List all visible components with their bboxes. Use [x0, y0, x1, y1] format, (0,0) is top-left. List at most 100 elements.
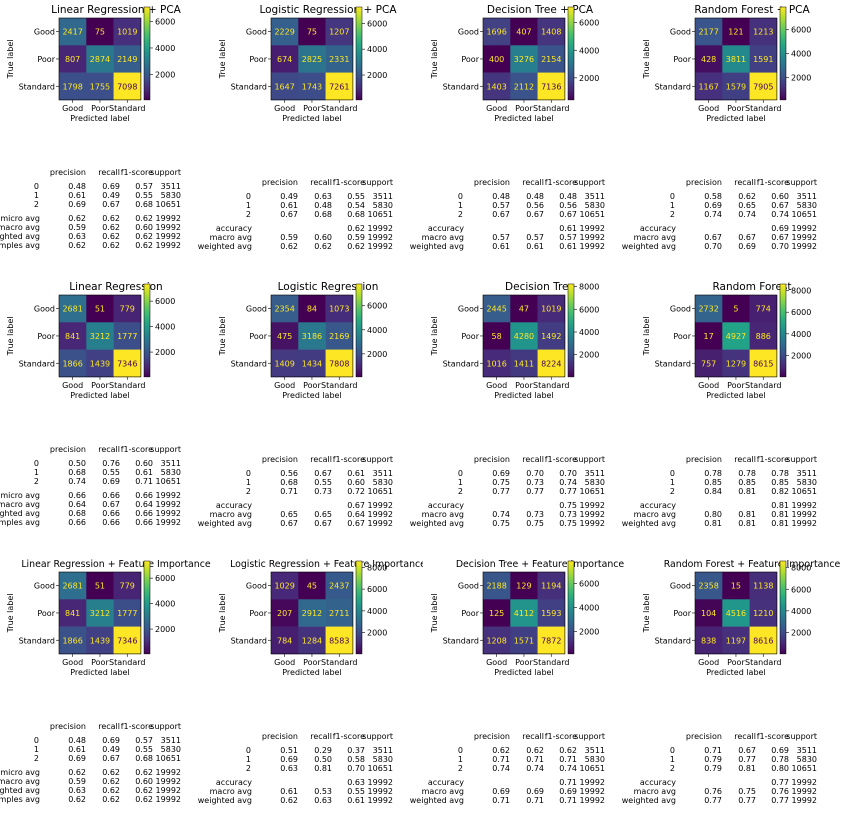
- report-row-label: 1: [33, 191, 39, 200]
- cell-value-label: 841: [65, 332, 80, 341]
- report-class-row: 1 0.75 0.73 0.74 5830: [424, 478, 632, 487]
- colorbar-tick-label: 4000: [367, 326, 387, 335]
- y-tick-label: Standard: [19, 82, 55, 91]
- colorbar-tick-label: 4000: [791, 50, 811, 59]
- report-value: 0.71: [704, 746, 722, 755]
- report-row-label: weighted avg: [0, 786, 40, 795]
- report-row-label: weighted avg: [621, 796, 676, 805]
- report-header-label: recall: [522, 732, 544, 741]
- heatmap-cell: [749, 572, 778, 600]
- heatmap-cell: [749, 45, 778, 73]
- cell-value-label: 1798: [62, 82, 82, 91]
- report-row-label: 2: [245, 210, 251, 219]
- colorbar-tick-label: 6000: [579, 19, 599, 28]
- heatmap-cell: [749, 599, 778, 627]
- report-value: 19992: [791, 778, 817, 787]
- report-row-label: weighted avg: [0, 509, 40, 518]
- report-value: 0.63: [314, 796, 332, 805]
- report-value: 0.62: [102, 214, 120, 223]
- report-value: 0.62: [68, 241, 86, 250]
- report-value: 0.56: [526, 201, 544, 210]
- report-row-label: 0: [669, 192, 675, 201]
- report-value: 0.75: [492, 478, 510, 487]
- heatmap-cell: [483, 72, 511, 101]
- report-value: 0.74: [559, 764, 577, 773]
- report-class-row: 0 0.78 0.78 0.78 3511: [636, 469, 844, 478]
- colorbar-tick-label: 4000: [579, 328, 599, 337]
- report-header-label: recall: [734, 455, 756, 464]
- cell-value-label: 7872: [541, 636, 561, 645]
- report-summary-row: macro avg 0.59 0.62 0.60 19992: [0, 777, 236, 786]
- report-value: 0.57: [135, 736, 153, 745]
- report-value: 0.37: [347, 746, 365, 755]
- report-value: 0.60: [771, 192, 789, 201]
- cell-value-label: 2874: [90, 55, 110, 64]
- report-header: precision recall f1-score support: [636, 178, 844, 187]
- report-header-label: f1-score: [120, 445, 153, 454]
- report-value: 0.67: [102, 500, 120, 509]
- report-value: 0.62: [526, 746, 544, 755]
- report-value: 0.76: [704, 787, 722, 796]
- report-header-label: precision: [261, 732, 298, 741]
- x-tick-label: Good: [486, 381, 507, 390]
- report-class-row: 0 0.62 0.62 0.62 3511: [424, 746, 632, 755]
- report-row-label: weighted avg: [197, 796, 252, 805]
- report-class-row: 0 0.69 0.70 0.70 3511: [424, 469, 632, 478]
- report-row-label: 2: [33, 477, 39, 486]
- report-header-label: f1-score: [756, 455, 789, 464]
- report-row-label: accuracy: [427, 778, 464, 787]
- report-value: 0.67: [526, 210, 544, 219]
- report-row-label: accuracy: [427, 224, 464, 233]
- y-axis-label: True label: [218, 594, 227, 634]
- report-value: 0.74: [492, 764, 510, 773]
- cell-value-label: 7098: [117, 82, 137, 91]
- heatmap-cell: [325, 349, 354, 378]
- report-value: 0.58: [347, 755, 365, 764]
- y-tick-label: Good: [246, 28, 267, 37]
- heatmap-cell: [271, 18, 299, 46]
- report-summary-row: weighted avg 0.67 0.67 0.67 19992: [198, 519, 420, 528]
- classification-report: precision recall f1-score support 0 0.69 0.70 0…: [410, 455, 632, 528]
- report-value: 0.69: [68, 200, 86, 209]
- confusion-matrix-chart: Decision Tree + Feature Importance 2188 12…: [430, 559, 624, 677]
- confusion-matrix-chart: Linear Regression + Feature Importance 26…: [6, 559, 211, 677]
- cell-value-label: 129: [516, 582, 531, 591]
- cell-value-label: 1647: [274, 82, 294, 91]
- report-value: 0.57: [559, 233, 577, 242]
- report-class-row: 1 0.79 0.77 0.78 5830: [636, 755, 844, 764]
- cell-value-label: 2177: [698, 28, 718, 37]
- report-value: 0.60: [135, 223, 153, 232]
- cell-value-label: 1492: [541, 332, 561, 341]
- report-value: 0.56: [280, 469, 298, 478]
- heatmap-cell: [510, 45, 538, 73]
- heatmap-cell: [298, 572, 326, 600]
- heatmap-cell: [298, 599, 326, 627]
- report-header-label: support: [150, 168, 181, 177]
- x-tick-label: Standard: [745, 381, 781, 390]
- report-value: 19992: [579, 242, 605, 251]
- x-tick-label: Poor: [91, 658, 109, 667]
- report-value: 0.74: [738, 210, 756, 219]
- colorbar: [143, 283, 151, 378]
- heatmap-cell: [59, 295, 87, 323]
- y-axis-label: True label: [642, 317, 651, 357]
- classification-report: precision recall f1-score support 0 0.71 0.67 0…: [622, 732, 844, 805]
- colorbar-tick-label: 6000: [791, 585, 811, 594]
- report-row-label: 1: [669, 478, 675, 487]
- report-class-row: 0 0.48 0.69 0.57 3511: [28, 182, 236, 191]
- x-tick-label: Standard: [321, 658, 357, 667]
- report-row-label: samples avg: [0, 518, 40, 527]
- heatmap-cell: [537, 572, 566, 600]
- report-value: 0.71: [559, 796, 577, 805]
- x-tick-label: Poor: [515, 104, 533, 113]
- report-value: 10651: [367, 764, 393, 773]
- x-tick-label: Poor: [515, 658, 533, 667]
- report-value: 0.69: [102, 736, 120, 745]
- report-class-row: 0 0.48 0.48 0.48 3511: [424, 192, 632, 201]
- colorbar-tick-label: 4000: [155, 600, 175, 609]
- report-header-label: precision: [685, 178, 722, 187]
- report-value: 0.67: [738, 746, 756, 755]
- report-row-label: accuracy: [215, 501, 252, 510]
- heatmap-cell: [59, 599, 87, 627]
- cell-value-label: 1866: [62, 636, 82, 645]
